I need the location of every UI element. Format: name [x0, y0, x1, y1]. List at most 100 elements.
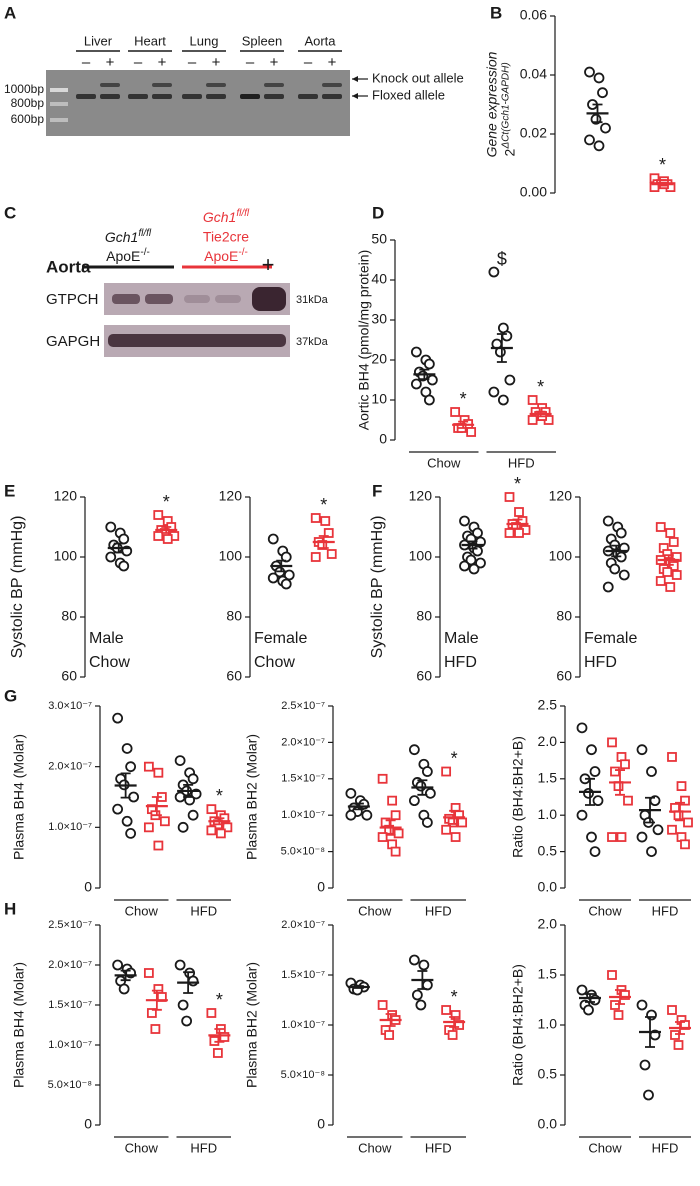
- band: [112, 294, 140, 304]
- sem-bar: [496, 333, 507, 363]
- data-point: [646, 1009, 657, 1021]
- y-tick-label: 0: [317, 1116, 325, 1132]
- lane-sign: +: [270, 54, 279, 71]
- panel-label: E: [4, 481, 15, 500]
- data-point: [636, 831, 648, 843]
- data-point: [441, 766, 452, 777]
- data-point: [655, 576, 666, 586]
- sem-bar: [675, 1021, 685, 1035]
- band: [152, 83, 172, 87]
- data-point: [609, 563, 621, 575]
- data-point: [616, 832, 627, 842]
- data-point: [320, 516, 331, 526]
- data-point: [125, 761, 137, 773]
- arrow-label: Knock out allele: [372, 70, 464, 85]
- data-point: [673, 1040, 684, 1050]
- gel: [46, 70, 350, 136]
- y-tick-label: 20: [371, 351, 387, 367]
- x-tick-label: Chow: [427, 455, 461, 470]
- data-point: [613, 1010, 624, 1020]
- data-point: [215, 828, 226, 839]
- data-point: [488, 386, 500, 398]
- apoe: ApoE: [204, 248, 238, 264]
- y-tick-label: 1.5×10⁻⁷: [48, 999, 92, 1011]
- y-tick-label: 0: [317, 879, 325, 895]
- sem-bar: [611, 544, 622, 558]
- y-tick-label: 120: [409, 488, 433, 504]
- y-tick-label: 2.5: [538, 697, 558, 713]
- tissue-label: Heart: [134, 33, 166, 48]
- data-point: [646, 846, 657, 857]
- panel-note: Male: [444, 630, 479, 647]
- data-point: [488, 266, 500, 278]
- data-point: [387, 795, 398, 806]
- data-point: [410, 346, 422, 358]
- control-genotype-2: ApoE-/-: [106, 247, 150, 264]
- y-tick-label: 0.0: [538, 1116, 558, 1132]
- band: [128, 94, 148, 99]
- data-point: [459, 560, 470, 572]
- data-point: [668, 561, 679, 571]
- y-tick-label: 1.0: [538, 1016, 558, 1032]
- x-tick-label: HFD: [508, 455, 535, 470]
- data-point: [143, 822, 154, 833]
- data-point: [415, 999, 427, 1011]
- sem-bar: [318, 535, 329, 549]
- y-tick-label: 50: [371, 231, 387, 247]
- lane-sign: +: [106, 54, 115, 71]
- sem-bar: [385, 1013, 396, 1027]
- panel-label: B: [490, 3, 502, 22]
- panel-label: A: [4, 3, 16, 22]
- y-tick-label: 0.02: [520, 125, 547, 141]
- ladder-label: 1000bp: [4, 82, 44, 96]
- arrow-head: [352, 93, 358, 99]
- data-point: [457, 817, 468, 828]
- y-axis-title: Plasma BH2 (Molar): [244, 734, 260, 860]
- data-point: [447, 1030, 458, 1040]
- sem-bar: [675, 801, 685, 822]
- y-tick-label: 0: [84, 1116, 92, 1132]
- sem-bar: [585, 993, 595, 1003]
- data-point: [584, 134, 595, 146]
- y-axis-title: Plasma BH4 (Molar): [11, 962, 27, 1088]
- data-point: [667, 752, 677, 762]
- data-point: [465, 554, 477, 566]
- data-point: [504, 492, 515, 502]
- data-point: [670, 1030, 680, 1040]
- apoe-sup: -/-: [140, 247, 149, 258]
- data-point: [174, 959, 186, 971]
- lane-sign: –: [304, 54, 313, 71]
- x-tick-label: Chow: [588, 903, 622, 918]
- data-point: [415, 780, 427, 792]
- sem-bar: [417, 779, 428, 796]
- data-point: [441, 824, 452, 835]
- data-point: [662, 549, 673, 559]
- data-point: [583, 787, 594, 799]
- sem-bar: [385, 819, 396, 836]
- y-tick-label: 0.06: [520, 7, 547, 23]
- data-point: [607, 970, 617, 980]
- data-point: [593, 140, 605, 152]
- data-point: [153, 984, 164, 994]
- data-point: [623, 795, 633, 806]
- data-point: [377, 832, 388, 842]
- data-point: [667, 824, 677, 835]
- y-tick-label: 40: [371, 271, 387, 287]
- data-point: [143, 968, 154, 978]
- y-tick-label: 0.00: [520, 184, 547, 200]
- data-point: [267, 572, 279, 584]
- y-tick-label: 2.0: [538, 733, 558, 749]
- y-axis-title-base: 2: [502, 149, 518, 157]
- data-point: [150, 1024, 161, 1034]
- sem-bar: [592, 103, 603, 124]
- data-point: [593, 72, 605, 84]
- sem-bar: [214, 1028, 225, 1043]
- y-tick-label: 60: [61, 668, 77, 684]
- data-point: [527, 415, 538, 425]
- y-tick-label: 60: [226, 668, 242, 684]
- panel-note: Female: [584, 630, 637, 647]
- data-point: [187, 773, 199, 785]
- data-point: [423, 358, 435, 370]
- data-point: [105, 551, 117, 563]
- sem-bar: [535, 410, 546, 418]
